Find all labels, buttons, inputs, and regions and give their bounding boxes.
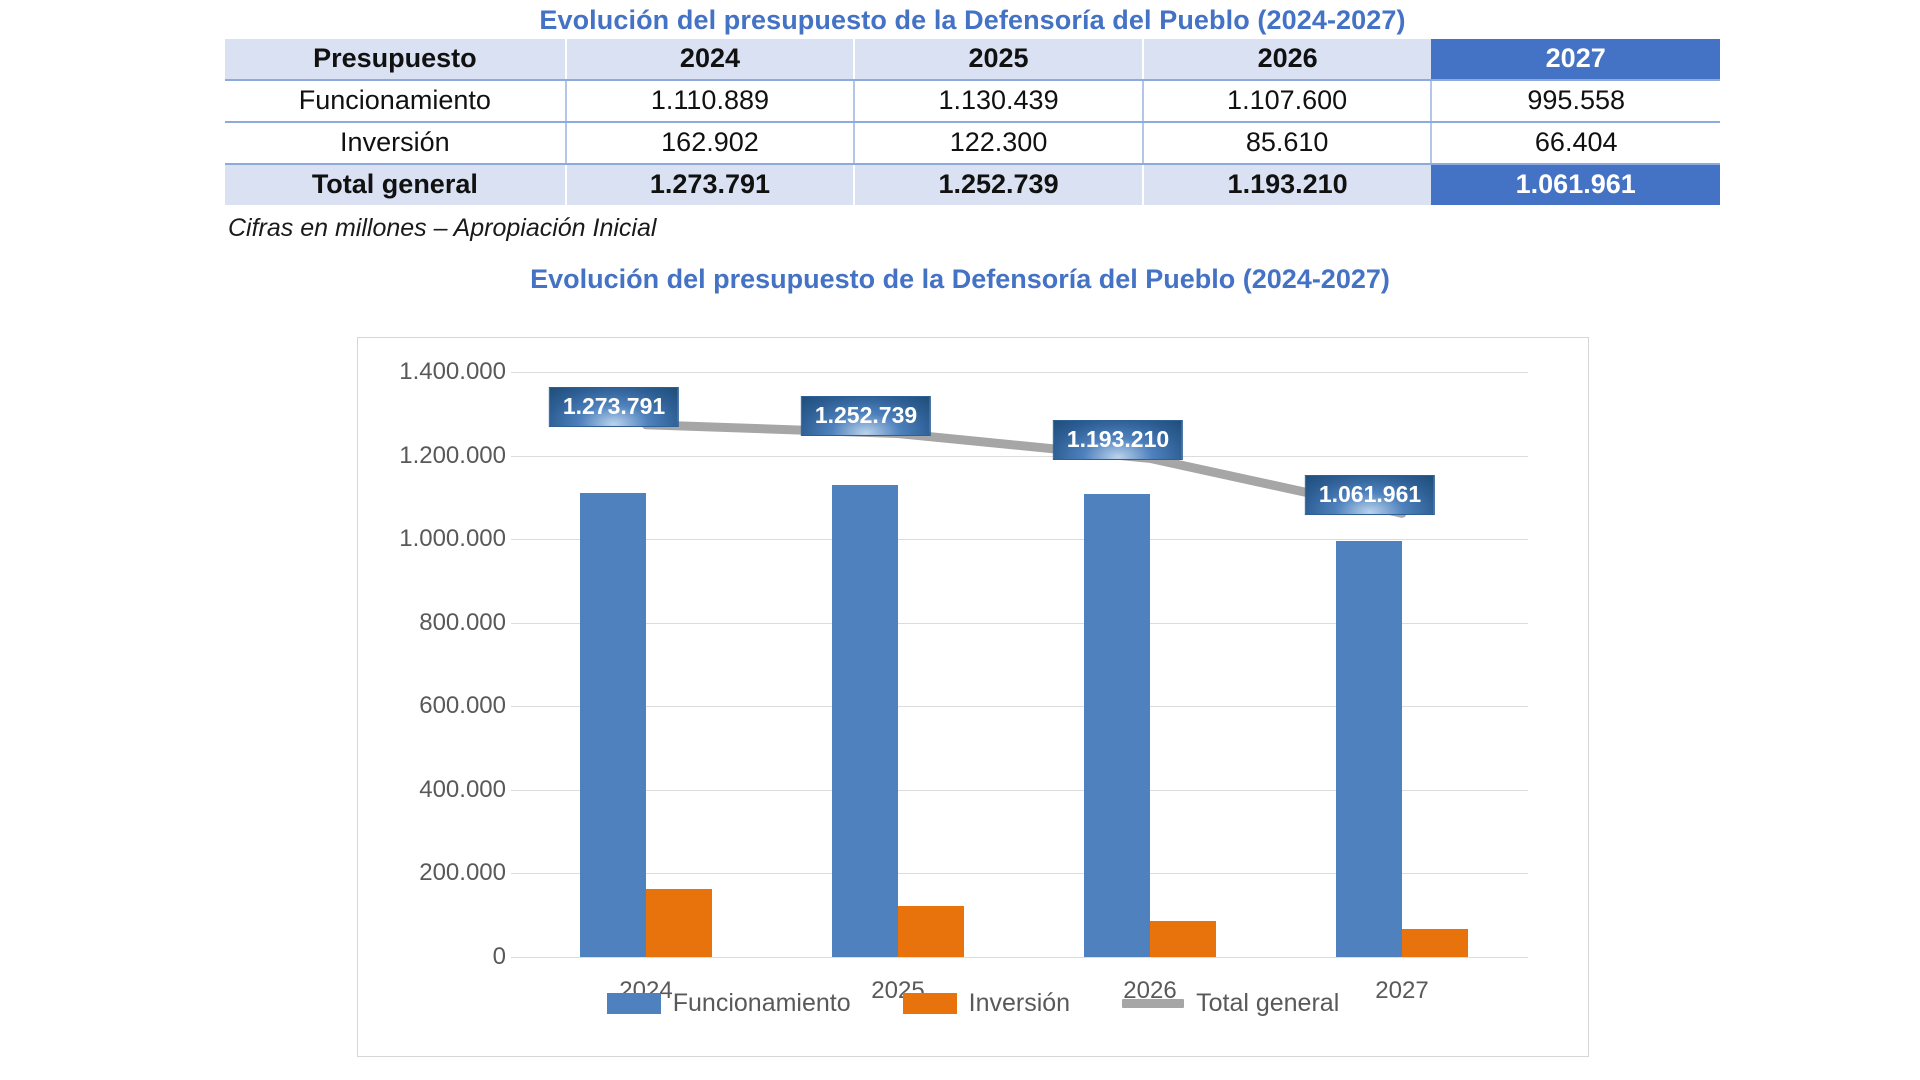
table-header-cell-2024: 2024: [564, 38, 855, 81]
chart-title: Evolución del presupuesto de la Defensor…: [530, 264, 1390, 294]
tick-mark: [511, 706, 520, 708]
y-axis-tick-label: 1.000.000: [399, 525, 506, 553]
line-total-general: [641, 420, 1407, 518]
gridline: [511, 789, 1528, 791]
chart-frame: 0 200.000 400.000 600.000 800.000 1.000.000 1.…: [357, 337, 1589, 1057]
table-total-row: Total general 1.273.791 1.252.739 1.193.…: [225, 162, 1720, 205]
chart-legend: Funcionamiento Inversión Total general: [358, 989, 1588, 1018]
legend-swatch-icon: [902, 993, 957, 1014]
table-title: Evolución del presupuesto de la Defensor…: [539, 5, 1406, 35]
gridline: [511, 873, 1528, 875]
gridline: [511, 539, 1528, 541]
cell-total-2025: 1.252.739: [853, 162, 1143, 205]
legend-label: Total general: [1196, 989, 1340, 1017]
data-label-total-general: 1.061.961: [1304, 475, 1436, 516]
table-header-cell-2026: 2026: [1141, 38, 1432, 81]
x-axis-tick-label: 2027: [1375, 977, 1429, 1004]
bar-inversion[interactable]: [646, 888, 712, 957]
budget-table: Presupuesto 2024 2025 2026 2027 Funciona…: [225, 38, 1720, 205]
data-label-total-general: 1.273.791: [548, 386, 680, 427]
legend-line-icon: [1122, 999, 1185, 1008]
table-note: Cifras en millones – Apropiación Inicial: [228, 213, 657, 242]
data-label-total-general: 1.193.210: [1052, 420, 1184, 461]
cell-funcionamiento-2025: 1.130.439: [853, 78, 1143, 123]
table-header-cell-presupuesto: Presupuesto: [225, 38, 566, 81]
bar-funcionamiento[interactable]: [832, 484, 898, 957]
legend-item-funcionamiento[interactable]: Funcionamiento: [606, 989, 851, 1018]
y-axis-tick-label: 200.000: [419, 859, 506, 887]
budget-table-block: Evolución del presupuesto de la Defensor…: [225, 5, 1720, 243]
row-label-inversion: Inversión: [225, 120, 566, 165]
bar-funcionamiento[interactable]: [1084, 494, 1150, 957]
legend-label: Funcionamiento: [672, 989, 851, 1017]
bar-funcionamiento[interactable]: [580, 492, 646, 957]
bar-inversion[interactable]: [1150, 921, 1216, 957]
cell-funcionamiento-2027: 995.558: [1430, 78, 1720, 123]
bar-funcionamiento[interactable]: [1336, 541, 1402, 957]
y-axis-tick-label: 0: [492, 943, 506, 970]
y-axis-tick-label: 600.000: [419, 692, 506, 720]
cell-inversion-2025: 122.300: [853, 120, 1143, 165]
row-label-funcionamiento: Funcionamiento: [225, 78, 566, 123]
plot-area: 0 200.000 400.000 600.000 800.000 1.000.000 1.…: [399, 358, 1528, 1004]
tick-mark: [511, 539, 520, 541]
tick-mark: [511, 957, 520, 958]
tick-mark: [511, 455, 520, 457]
y-axis-tick-label: 1.200.000: [399, 441, 506, 469]
tick-mark: [511, 622, 520, 624]
gridline: [511, 455, 1528, 457]
cell-total-2026: 1.193.210: [1141, 162, 1432, 205]
table-header-row: Presupuesto 2024 2025 2026 2027: [225, 38, 1720, 81]
cell-total-2024: 1.273.791: [564, 162, 855, 205]
gridline: [511, 372, 1528, 373]
legend-swatch-icon: [606, 993, 661, 1014]
legend-item-inversion[interactable]: Inversión: [902, 989, 1071, 1018]
bar-inversion[interactable]: [1402, 929, 1468, 957]
cell-inversion-2026: 85.610: [1141, 120, 1432, 165]
gridline: [511, 622, 1528, 624]
gridline: [511, 706, 1528, 708]
cell-inversion-2027: 66.404: [1430, 120, 1720, 165]
y-axis-tick-label: 1.400.000: [399, 358, 506, 385]
tick-mark: [511, 789, 520, 791]
legend-item-total-general[interactable]: Total general: [1122, 989, 1339, 1018]
table-header-cell-2025: 2025: [853, 38, 1143, 81]
legend-label: Inversión: [968, 989, 1071, 1017]
bar-inversion[interactable]: [898, 905, 964, 957]
cell-funcionamiento-2024: 1.110.889: [564, 78, 855, 123]
cell-total-2027: 1.061.961: [1431, 162, 1720, 205]
table-row: Funcionamiento 1.110.889 1.130.439 1.107…: [225, 78, 1720, 123]
row-label-total-general: Total general: [225, 162, 566, 205]
cell-inversion-2024: 162.902: [564, 120, 855, 165]
table-row: Inversión 162.902 122.300 85.610 66.404: [225, 120, 1720, 165]
table-header-cell-2027: 2027: [1431, 38, 1720, 81]
data-label-total-general: 1.252.739: [800, 395, 932, 436]
gridline: [511, 957, 1528, 958]
y-axis-tick-label: 800.000: [419, 608, 506, 636]
tick-mark: [511, 372, 520, 373]
total-general-line: [641, 420, 1407, 518]
tick-mark: [511, 873, 520, 875]
y-axis-tick-label: 400.000: [419, 775, 506, 803]
cell-funcionamiento-2026: 1.107.600: [1141, 78, 1432, 123]
